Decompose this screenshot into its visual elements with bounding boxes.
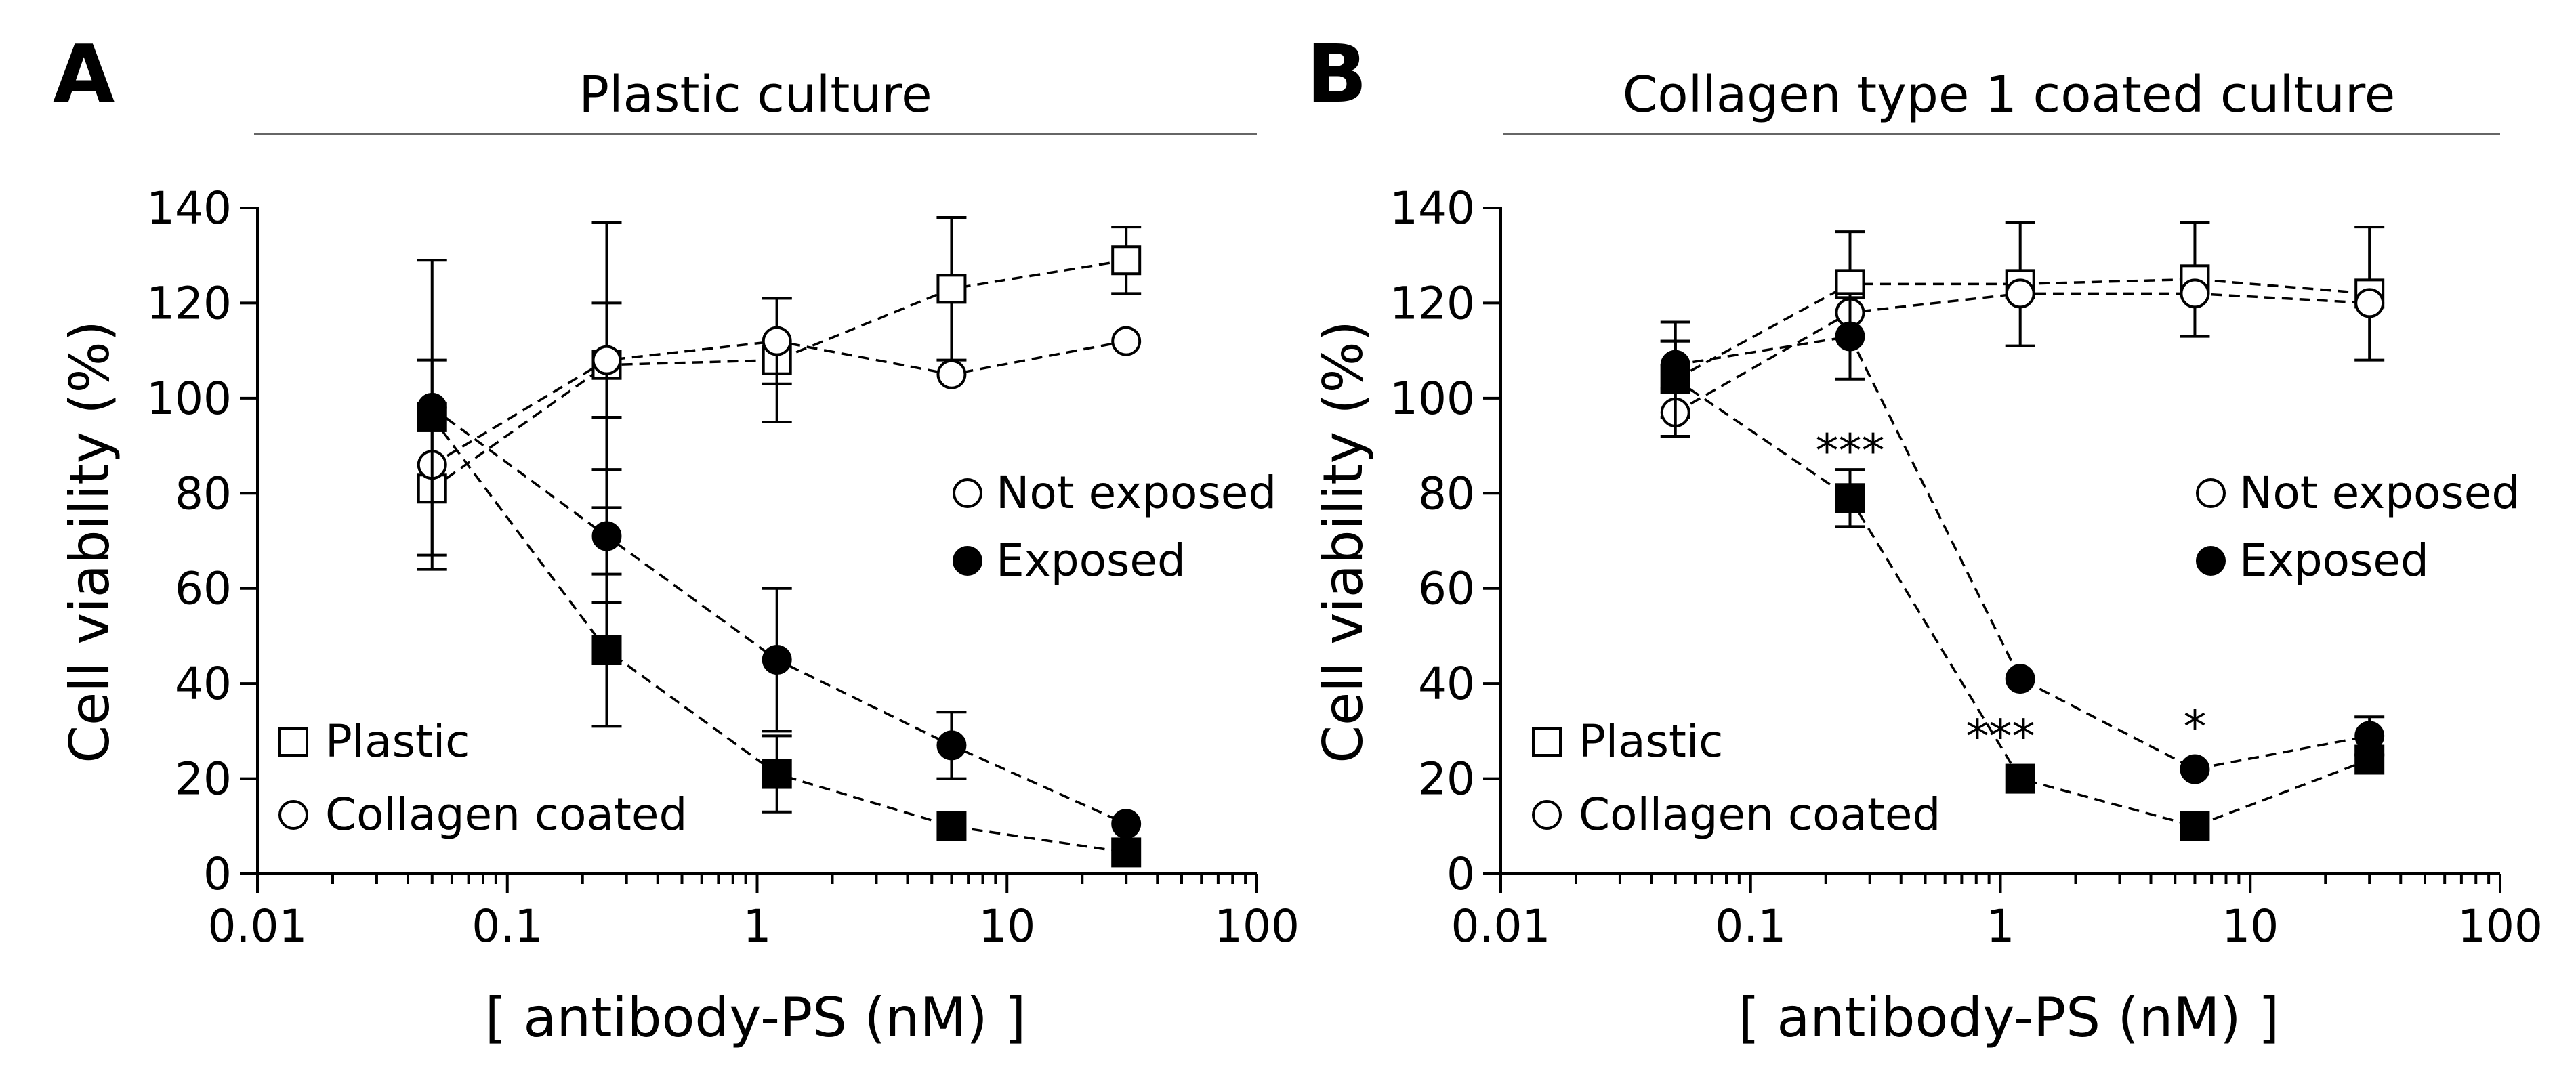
plot-marks: 0 20 40 60 80 100 120 140 0.01 0.1 1 10 100 0 20 40 60 80… [146,182,2543,952]
panel-a-data-point [762,326,792,356]
panel-b-data-point [2354,288,2385,318]
panel-a-y-tick-label: 20 [175,753,232,805]
panel-a-data-point [591,345,622,375]
panel-b-y-tick-label: 100 [1390,373,1475,425]
panel-a-x-tick-label: 0.1 [472,900,543,952]
panel-b-series-line-1 [1674,292,2370,414]
panel-b-x-tick-label: 10 [2222,900,2279,952]
panel-a-title: Plastic culture [579,66,932,124]
panel-a-plot: 0 20 40 60 80 100 120 140 0.01 0.1 1 10 100 [146,182,1300,952]
panel-a-data-point [1111,326,1142,356]
panel-a-x-tick-label: 10 [978,900,1035,952]
panel-a-y-tick-label: 40 [175,658,232,710]
panel-b-legend-filled-circle-icon [2196,546,2226,576]
panel-b-significance-label: * [2183,700,2206,754]
panel-a-data-point [591,635,622,665]
panel-a-legend-filled-circle-icon [953,546,982,576]
panel-b-data-point [2354,721,2385,751]
panel-b-y-tick-label: 80 [1418,467,1475,520]
panel-a-y-tick-label: 60 [175,563,232,615]
panel-a-data-point [762,759,792,789]
panel-b-legend-plastic-label: Plastic [1579,715,1723,767]
panel-b-data-point [2180,278,2210,309]
panel-b-legend-open-circle-icon [1532,800,1562,830]
panel-a-x-tick-label: 1 [743,900,772,952]
panel-b-x-tick-label: 0.1 [1715,900,1786,952]
panel-a-legend-exposed-label: Exposed [996,534,1186,587]
panel-b-data-point [2005,763,2035,794]
panel-b-x-axis-label: [ antibody-PS (nM) ] [1739,986,2280,1049]
panel-a-x-axis-label: [ antibody-PS (nM) ] [485,986,1026,1049]
panel-a-data-point [1111,245,1142,276]
panel-a-data-point [936,359,967,389]
panel-a-y-axis-label: Cell viability (%) [58,320,121,763]
panel-b-y-tick-label: 120 [1390,277,1475,329]
panel-a-legend-not-exposed-label: Not exposed [996,467,1276,519]
panel-b-x-tick-label: 100 [2457,900,2543,952]
panel-a-letter: A [53,27,115,121]
panel-a-x-tick-label: 0.01 [208,900,308,952]
panel-b-x-tick-label: 0.01 [1451,900,1551,952]
panel-a-y-tick-label: 80 [175,467,232,520]
panel-b-data-point [1835,483,1865,513]
panel-b-title: Collagen type 1 coated culture [1623,66,2396,124]
panel-a-data-point [591,521,622,551]
panel-b-y-axis-label: Cell viability (%) [1312,320,1375,763]
panel-a-data-point [762,645,792,675]
panel-b-significance-label: *** [1815,425,1884,478]
panel-a-y-tick-label: 120 [146,277,232,329]
panel-b-data-point [1660,350,1690,380]
panel-a-series-line-0 [431,259,1127,490]
panel-a-data-point [417,392,447,423]
panel-b-letter: B [1306,27,1367,121]
panel-a-data-point [1111,837,1142,868]
panel-b-legend-open-square-icon [1532,727,1562,757]
panel-b-legend-exposed-label: Exposed [2239,534,2429,587]
panel-b-legend-open-circle-icon [2196,478,2226,508]
panel-a-legend-collagen-label: Collagen coated [325,788,687,841]
panel-b-y-tick-label: 140 [1390,182,1475,234]
panel-b-y-tick-label: 0 [1447,848,1475,900]
panel-b-data-point [2005,664,2035,694]
panel-b-data-point [2354,744,2385,775]
panel-a-x-tick-label: 100 [1214,900,1300,952]
panel-b-data-point [2180,811,2210,841]
panel-a-y-tick-label: 0 [203,848,232,900]
panel-b-data-point [2180,754,2210,784]
panel-a-y-tick-label: 100 [146,373,232,425]
panel-b-x-tick-label: 1 [1987,900,2015,952]
panel-a-legend-open-circle-icon [953,478,982,508]
panel-b-y-tick-label: 60 [1418,563,1475,615]
panel-b-series-line-2 [1674,378,2370,828]
panel-b-series-line-0 [1674,278,2370,381]
panel-b-y-tick-label: 40 [1418,658,1475,710]
panel-a-data-point [936,274,967,304]
panel-b-legend-not-exposed-label: Not exposed [2239,467,2520,519]
panel-b-data-point [2005,278,2035,309]
panel-a-legend-plastic-label: Plastic [325,715,470,767]
panel-a-y-tick-label: 140 [146,182,232,234]
panel-b-legend-collagen-label: Collagen coated [1579,788,1940,841]
panel-a-data-point [936,811,967,841]
panel-b-series-line-3 [1675,335,2370,771]
panel-a-data-point [936,730,967,761]
panel-b-significance-label: *** [1966,710,2035,763]
panel-b-data-point [1835,321,1865,352]
panel-a-legend-open-circle-icon [278,800,308,830]
panel-a-legend-open-square-icon [278,727,308,757]
panel-b-y-tick-label: 20 [1418,753,1475,805]
panel-a-data-point [1111,809,1142,839]
